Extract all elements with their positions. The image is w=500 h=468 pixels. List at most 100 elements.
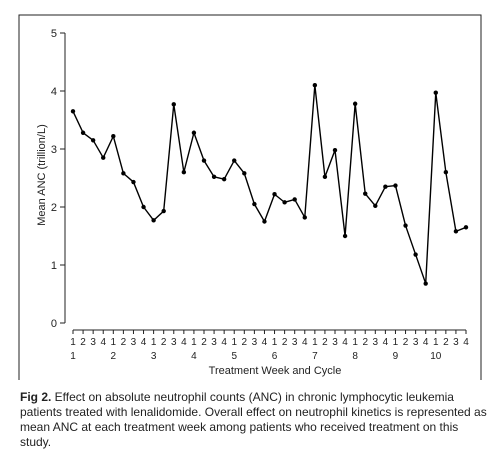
x-tick-label-week: 4 <box>100 337 106 348</box>
x-tick-label-cycle: 8 <box>352 351 358 362</box>
x-tick-label-week: 1 <box>231 337 237 348</box>
x-tick-label-week: 3 <box>252 337 258 348</box>
data-point <box>191 130 197 135</box>
data-point <box>211 174 217 180</box>
x-axis-label: Treatment Week and Cycle <box>209 365 342 377</box>
data-point <box>363 191 368 196</box>
x-tick-label-week: 2 <box>322 337 328 348</box>
figure-caption: Fig 2. Effect on absolute neutrophil cou… <box>20 390 488 450</box>
x-tick-label-cycle: 5 <box>231 351 237 362</box>
data-point <box>423 281 428 286</box>
x-tick-label-week: 4 <box>302 337 308 348</box>
x-tick-label-week: 4 <box>383 337 389 348</box>
y-tick-label: 0 <box>51 318 57 330</box>
x-tick-label-week: 1 <box>191 337 197 348</box>
x-tick-label-cycle: 4 <box>191 351 197 362</box>
x-tick-label-week: 3 <box>332 337 338 348</box>
data-point <box>463 225 469 230</box>
x-tick-label-week: 4 <box>423 337 429 348</box>
x-tick-label-week: 1 <box>272 337 278 348</box>
x-tick-label-week: 2 <box>80 337 86 348</box>
x-tick-label-week: 4 <box>141 337 147 348</box>
x-tick-label-week: 1 <box>393 337 399 348</box>
data-point <box>282 200 287 205</box>
data-point <box>232 158 237 163</box>
x-tick-label-week: 4 <box>221 337 227 348</box>
x-tick-label-week: 3 <box>413 337 419 348</box>
data-point <box>302 215 307 220</box>
y-axis-label: Mean ANC (trillion/L) <box>36 124 48 225</box>
x-tick-label-cycle: 9 <box>393 351 399 362</box>
x-tick-label-week: 3 <box>131 337 137 348</box>
data-point <box>262 219 267 224</box>
data-point <box>322 174 328 180</box>
y-tick-label: 3 <box>51 144 57 156</box>
x-tick-label-week: 2 <box>201 337 207 348</box>
y-tick-label: 2 <box>51 202 57 214</box>
x-tick-label-week: 3 <box>171 337 177 348</box>
data-point <box>181 170 187 175</box>
data-point <box>272 192 277 197</box>
data-point <box>352 101 358 106</box>
x-tick-label-cycle: 7 <box>312 351 318 362</box>
x-tick-label-week: 3 <box>90 337 96 348</box>
data-point <box>312 83 318 88</box>
x-tick-label-week: 2 <box>443 337 449 348</box>
data-point <box>90 138 96 143</box>
data-point <box>342 233 348 239</box>
x-tick-label-cycle: 2 <box>111 351 117 362</box>
x-tick-label-week: 2 <box>282 337 288 348</box>
x-tick-label-week: 4 <box>262 337 268 348</box>
x-tick-label-cycle: 10 <box>430 351 442 362</box>
x-tick-label-week: 2 <box>403 337 409 348</box>
data-point <box>221 176 227 182</box>
x-tick-label-week: 1 <box>433 337 439 348</box>
data-point <box>373 203 378 209</box>
data-point <box>292 197 297 202</box>
data-point <box>242 171 247 176</box>
data-point <box>111 134 116 139</box>
y-tick-label: 1 <box>51 260 57 272</box>
x-tick-label-cycle: 3 <box>151 351 157 362</box>
data-point <box>161 208 166 214</box>
x-tick-label-week: 3 <box>453 337 459 348</box>
x-tick-label-week: 1 <box>352 337 358 348</box>
x-tick-label-week: 3 <box>292 337 298 348</box>
x-tick-label-week: 1 <box>70 337 76 348</box>
x-tick-label-week: 4 <box>342 337 348 348</box>
x-tick-label-week: 4 <box>181 337 187 348</box>
data-point <box>443 170 449 175</box>
x-tick-label-week: 4 <box>463 337 469 348</box>
x-tick-label-week: 3 <box>373 337 379 348</box>
x-tick-label-cycle: 6 <box>272 351 278 362</box>
data-point <box>70 109 76 114</box>
x-tick-label-week: 2 <box>362 337 368 348</box>
x-tick-label-week: 2 <box>242 337 248 348</box>
data-point <box>383 184 388 189</box>
data-point <box>393 183 398 188</box>
data-point <box>453 229 459 234</box>
series-layer <box>70 83 469 286</box>
series-line <box>72 84 467 285</box>
data-point <box>141 204 146 210</box>
x-tick-label-cycle: 1 <box>70 351 76 362</box>
y-tick-label: 5 <box>51 28 57 40</box>
caption-text: Effect on absolute neutrophil counts (AN… <box>20 390 487 449</box>
chart-frame <box>18 14 482 380</box>
data-point <box>433 90 438 95</box>
data-point <box>201 158 207 163</box>
x-tick-label-week: 1 <box>312 337 318 348</box>
figure-number: Fig 2. <box>20 390 52 404</box>
x-tick-label-week: 3 <box>211 337 217 348</box>
data-point <box>80 130 86 135</box>
data-point <box>101 155 106 160</box>
data-point <box>151 218 156 223</box>
data-point <box>413 252 418 257</box>
data-point <box>121 171 126 176</box>
x-tick-label-week: 2 <box>161 337 167 348</box>
data-point <box>131 179 136 185</box>
x-tick-label-week: 2 <box>121 337 127 348</box>
